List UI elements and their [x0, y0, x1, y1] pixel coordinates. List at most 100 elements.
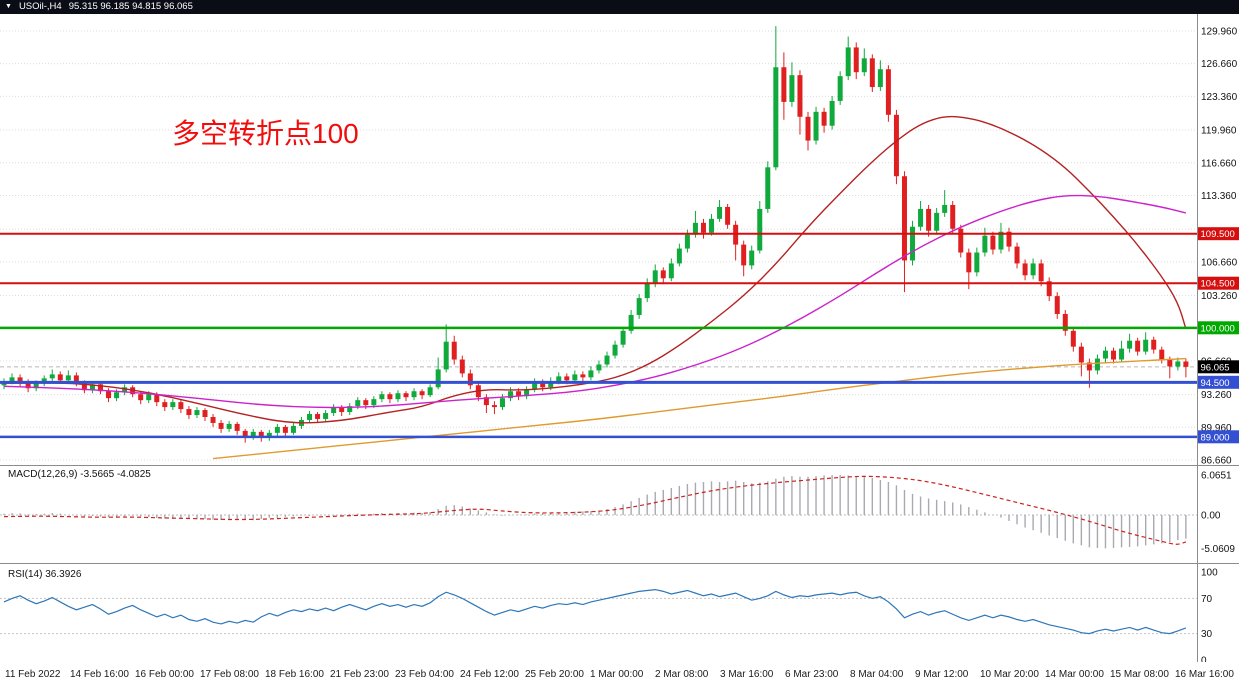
candle-body: [1111, 350, 1117, 360]
annotation-text[interactable]: 多空转折点100: [172, 118, 359, 149]
candle-body: [17, 377, 23, 383]
axis-labels: 129.960 126.660 123.360 119.960 116.660 113.3…: [1198, 26, 1239, 667]
candle-body: [853, 47, 859, 73]
candle-body: [773, 67, 779, 168]
macd-axis-label: 0.00: [1201, 511, 1221, 522]
candle-body: [516, 391, 522, 397]
candle-body: [893, 114, 899, 177]
candle-body: [435, 369, 441, 388]
candle-body: [789, 75, 795, 102]
time-label: 24 Feb 12:00: [460, 669, 519, 680]
candle-body: [805, 116, 811, 141]
candle-body: [821, 111, 827, 126]
time-label: 1 Mar 00:00: [590, 669, 644, 680]
candle-body: [966, 252, 972, 273]
candle-body: [781, 67, 787, 102]
candle-body: [25, 382, 31, 389]
candle-body: [33, 383, 39, 389]
candle-body: [918, 208, 924, 227]
price-badge[interactable]: [1198, 430, 1239, 444]
candle-body: [387, 394, 393, 400]
time-axis: 11 Feb 2022 14 Feb 16:00 16 Feb 00:00 17 Fe…: [0, 662, 1239, 687]
candle-body: [339, 407, 345, 413]
candle-body: [459, 359, 465, 374]
rsi-line: [3, 588, 1187, 635]
candle-body: [540, 382, 546, 388]
time-label: 21 Feb 23:00: [330, 669, 389, 680]
candle-body: [146, 394, 152, 401]
chart-title-bar: ▼ USOil-,H4 95.315 96.185 94.815 96.065: [0, 0, 1239, 14]
price-axis-label: 126.660: [1201, 59, 1238, 70]
candle-body: [741, 244, 747, 266]
candle-body: [885, 69, 891, 115]
candle-body: [572, 374, 578, 381]
price-axis-label: 119.960: [1201, 126, 1237, 137]
candle-body: [258, 431, 264, 438]
ma-mid-magenta: [3, 194, 1187, 409]
candle-body: [974, 252, 980, 273]
candle-body: [97, 384, 103, 392]
time-label: 25 Feb 20:00: [525, 669, 584, 680]
candle-body: [829, 100, 835, 126]
candle-body: [202, 410, 208, 417]
candle-body: [315, 414, 321, 419]
candle-body: [499, 398, 505, 408]
candle-body: [1054, 296, 1060, 314]
candle-body: [1070, 330, 1076, 347]
price-badge[interactable]: [1198, 321, 1239, 335]
candle-body: [323, 413, 329, 419]
candle-body: [692, 222, 698, 235]
price-axis-label: 129.960: [1201, 26, 1238, 37]
candle-body: [483, 397, 489, 406]
candle-body: [379, 394, 385, 400]
candle-body: [282, 426, 288, 433]
time-label: 6 Mar 23:00: [785, 669, 839, 680]
candle-body: [130, 387, 136, 395]
macd-signal-line: [3, 475, 1187, 545]
candle-body: [274, 426, 280, 433]
candle-body: [548, 381, 554, 388]
candle-body: [307, 414, 313, 420]
candle-body: [532, 382, 538, 390]
price-axis-label: 123.360: [1201, 92, 1238, 103]
candle-body: [122, 387, 128, 393]
time-label: 14 Feb 16:00: [70, 669, 129, 680]
candle-body: [556, 376, 562, 382]
candle-body: [89, 384, 95, 391]
candle-body: [1086, 362, 1092, 371]
candle-body: [290, 425, 296, 433]
time-label: 18 Feb 16:00: [265, 669, 324, 680]
candle-body: [355, 400, 361, 407]
candle-body: [877, 69, 883, 88]
candle-body: [588, 370, 594, 378]
candle-body: [636, 298, 642, 315]
candle-body: [508, 391, 514, 399]
candle-body: [765, 167, 771, 209]
candle-body: [709, 218, 715, 233]
candle-body: [427, 387, 433, 396]
price-axis-label: 113.360: [1201, 191, 1237, 202]
candle-body: [644, 283, 650, 299]
candle-body: [114, 392, 120, 399]
candle-body: [106, 391, 112, 399]
candle-body: [596, 364, 602, 371]
price-badge[interactable]: [1198, 276, 1239, 290]
candle-body: [331, 407, 337, 414]
ma-fast-red: [3, 115, 1187, 424]
candle-body: [65, 375, 71, 381]
candle-body: [813, 111, 819, 141]
price-badge[interactable]: [1198, 375, 1239, 389]
candle-body: [1102, 350, 1108, 359]
candle-body: [1046, 281, 1052, 297]
candle-body: [194, 410, 200, 416]
candle-body: [942, 204, 948, 213]
candles-layer: [1, 26, 1189, 443]
price-axis-label: 106.660: [1201, 257, 1238, 268]
candle-body: [371, 399, 377, 406]
time-label: 3 Mar 16:00: [720, 669, 774, 680]
price-badge[interactable]: [1198, 227, 1239, 241]
chevron-down-icon[interactable]: ▼: [5, 3, 12, 10]
price-badge[interactable]: [1198, 360, 1239, 374]
candle-body: [950, 204, 956, 229]
